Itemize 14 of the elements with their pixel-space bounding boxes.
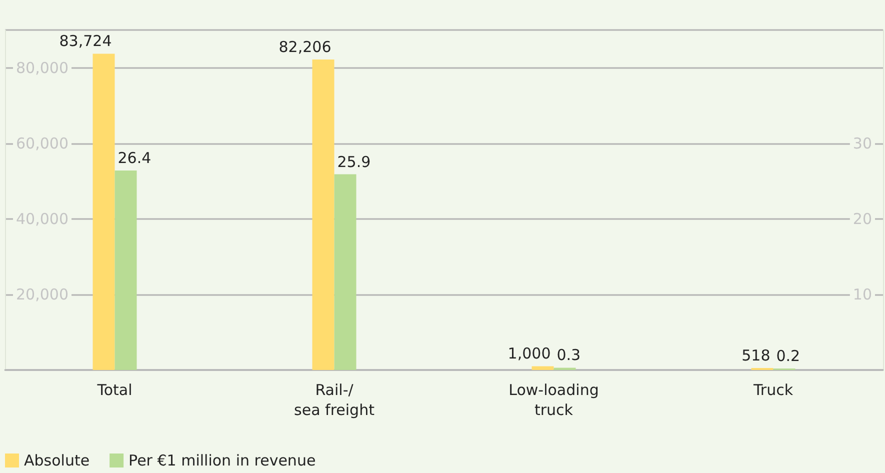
data-label: 82,206	[278, 38, 332, 56]
data-label: 25.9	[337, 152, 371, 171]
data-label: 83,724	[59, 32, 112, 50]
x-tick-label: Total	[96, 381, 132, 399]
data-label: 0.2	[776, 346, 800, 365]
x-tick-label: Rail-/ sea freight	[294, 381, 375, 419]
x-tick-label: Truck	[752, 381, 794, 399]
data-label: 0.3	[556, 346, 581, 364]
x-tick-label: Low-loading truck	[508, 381, 599, 419]
data-label: 26.4	[118, 149, 152, 168]
data-label: 518	[742, 346, 770, 365]
data-label: 1,000	[508, 344, 551, 363]
legend-label: Absolute	[24, 452, 90, 470]
legend-label: Per €1 million in revenue	[128, 452, 316, 470]
